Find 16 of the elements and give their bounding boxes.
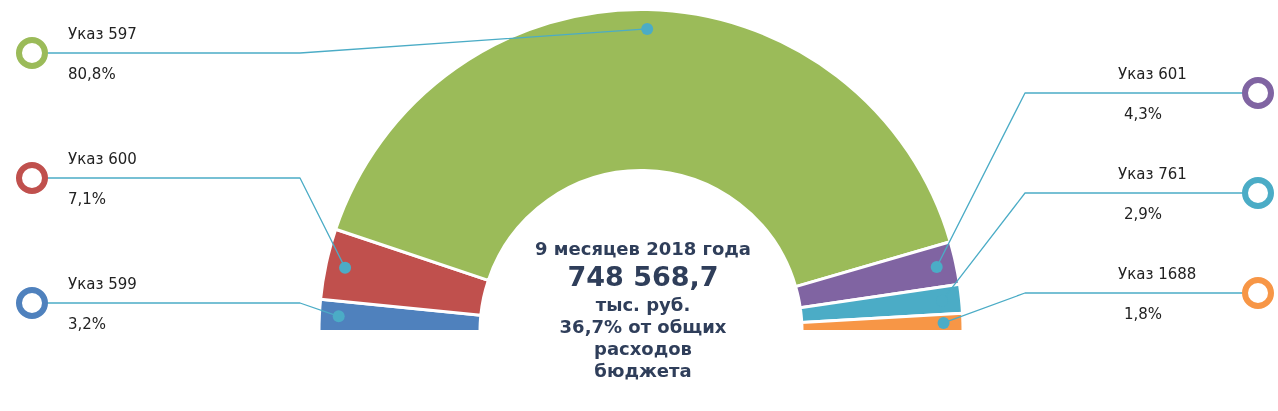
- text: тыс. руб.: [594, 294, 692, 316]
- slice-label: Указ 600: [68, 149, 137, 168]
- slice-label: Указ 761: [1118, 164, 1187, 183]
- data-label: 80,8%: [68, 64, 116, 83]
- text: 748 568,7: [566, 260, 720, 294]
- data-label: 3,2%: [68, 314, 107, 333]
- data-label: 2,9%: [1124, 204, 1163, 223]
- slice-label: Указ 599: [68, 274, 137, 293]
- text: 9 месяцев 2018 года: [534, 238, 752, 260]
- data-label: 4,3%: [1124, 104, 1163, 123]
- text: 36,7% от общих расходов бюджета: [558, 316, 728, 382]
- data-label: 7,1%: [68, 189, 107, 208]
- slice-label: Указ 601: [1118, 64, 1187, 83]
- data-label: 1,8%: [1124, 304, 1163, 323]
- slice-label: Указ 597: [68, 24, 137, 43]
- slice-label: Указ 1688: [1118, 264, 1197, 283]
